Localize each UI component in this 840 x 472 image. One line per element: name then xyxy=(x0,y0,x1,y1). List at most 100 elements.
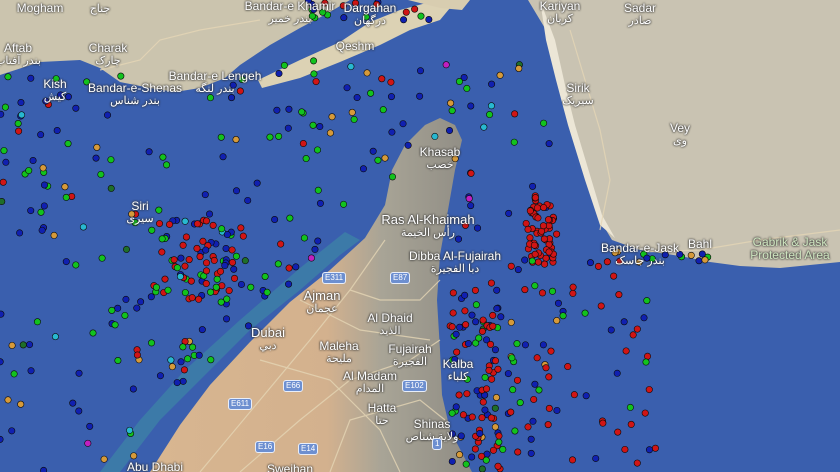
ship-marker-tanker[interactable] xyxy=(534,258,542,266)
ship-marker-passenger[interactable] xyxy=(285,105,293,113)
ship-marker-tanker[interactable] xyxy=(641,409,649,417)
ship-marker-fishing[interactable] xyxy=(635,258,643,266)
ship-marker-passenger[interactable] xyxy=(137,298,145,306)
ship-marker-passenger[interactable] xyxy=(493,305,501,313)
ship-marker-cargo[interactable] xyxy=(238,75,246,83)
ship-marker-tanker[interactable] xyxy=(645,386,653,394)
ship-marker-fishing[interactable] xyxy=(348,108,356,116)
ship-marker-passenger[interactable] xyxy=(57,91,65,99)
ship-marker-tanker[interactable] xyxy=(545,373,553,381)
ship-marker-fishing[interactable] xyxy=(128,210,136,218)
ship-marker-tanker[interactable] xyxy=(569,283,577,291)
ship-marker-unknown[interactable] xyxy=(478,465,486,472)
ship-marker-cargo[interactable] xyxy=(163,161,171,169)
ship-marker-tanker[interactable] xyxy=(547,347,555,355)
place-label-abudhabi[interactable]: Abu Dhabi xyxy=(127,461,183,472)
ship-marker-tanker[interactable] xyxy=(553,230,561,238)
ship-marker-cargo[interactable] xyxy=(155,206,163,214)
ship-marker-tanker[interactable] xyxy=(231,274,239,282)
ship-marker-passenger[interactable] xyxy=(156,372,164,380)
place-label-fujairah[interactable]: Fujairah الفجيرة xyxy=(388,343,431,368)
ship-marker-passenger[interactable] xyxy=(474,224,482,232)
ship-marker-cargo[interactable] xyxy=(510,138,518,146)
ship-marker-passenger[interactable] xyxy=(545,140,553,148)
ship-marker-fishing[interactable] xyxy=(39,164,47,172)
ship-marker-tanker[interactable] xyxy=(622,347,630,355)
ship-marker-tanker[interactable] xyxy=(133,351,141,359)
ship-marker-fishing[interactable] xyxy=(50,231,58,239)
ship-marker-cargo[interactable] xyxy=(114,357,122,365)
ship-marker-fishing[interactable] xyxy=(8,341,16,349)
ship-marker-tug[interactable] xyxy=(480,123,488,131)
ship-marker-tanker[interactable] xyxy=(210,256,218,264)
ship-marker-cargo[interactable] xyxy=(148,226,156,234)
ship-marker-cargo[interactable] xyxy=(83,78,91,86)
ship-marker-tanker[interactable] xyxy=(488,375,496,383)
ship-marker-tanker[interactable] xyxy=(195,295,203,303)
place-label-shenas[interactable]: Bandar-e-Shenas بندر شناس xyxy=(88,82,182,107)
ship-marker-cargo[interactable] xyxy=(64,140,72,148)
ship-marker-passenger[interactable] xyxy=(228,94,236,102)
ship-marker-cargo[interactable] xyxy=(217,133,225,141)
ship-marker-fishing[interactable] xyxy=(492,394,500,402)
ship-marker-passenger[interactable] xyxy=(399,120,407,128)
ship-marker-fishing[interactable] xyxy=(456,451,464,459)
ship-marker-passenger[interactable] xyxy=(40,202,48,210)
ship-marker-tanker[interactable] xyxy=(610,272,618,280)
ship-marker-passenger[interactable] xyxy=(467,202,475,210)
ship-marker-cargo[interactable] xyxy=(475,334,483,342)
ship-marker-tanker[interactable] xyxy=(594,262,602,270)
ship-marker-cargo[interactable] xyxy=(1,103,9,111)
ship-marker-tanker[interactable] xyxy=(542,364,550,372)
ship-marker-cargo[interactable] xyxy=(148,339,156,347)
ship-marker-fishing[interactable] xyxy=(168,363,176,371)
ship-marker-passenger[interactable] xyxy=(253,179,261,187)
ship-marker-fishing[interactable] xyxy=(507,318,515,326)
ship-marker-cargo[interactable] xyxy=(274,260,282,268)
ship-marker-tug[interactable] xyxy=(79,223,87,231)
ship-marker-cargo[interactable] xyxy=(300,234,308,242)
ship-marker-tanker[interactable] xyxy=(485,366,493,374)
ship-marker-passenger[interactable] xyxy=(316,199,324,207)
ship-marker-cargo[interactable] xyxy=(206,94,214,102)
ship-marker-cargo[interactable] xyxy=(108,306,116,314)
place-label-gabrik[interactable]: Gabrik & Jask Protected Area xyxy=(740,236,840,262)
ship-marker-tanker[interactable] xyxy=(494,365,502,373)
ship-marker-cargo[interactable] xyxy=(350,115,358,123)
ship-marker-cargo[interactable] xyxy=(207,356,215,364)
ship-marker-passenger[interactable] xyxy=(448,430,456,438)
ship-marker-cargo[interactable] xyxy=(481,373,489,381)
ship-marker-cargo[interactable] xyxy=(511,427,519,435)
ship-marker-passenger[interactable] xyxy=(27,207,35,215)
ship-marker-tanker[interactable] xyxy=(299,140,307,148)
ship-marker-tanker[interactable] xyxy=(448,323,456,331)
ship-marker-passenger[interactable] xyxy=(514,266,522,274)
ship-marker-tanker[interactable] xyxy=(603,258,611,266)
ship-marker-cargo[interactable] xyxy=(232,252,240,260)
ship-marker-tanker[interactable] xyxy=(522,219,530,227)
place-label-rak[interactable]: Ras Al-Khaimah رأس الخيمة xyxy=(381,213,474,239)
ship-marker-passenger[interactable] xyxy=(8,427,16,435)
ship-marker-cargo[interactable] xyxy=(107,156,115,164)
ship-marker-passenger[interactable] xyxy=(643,254,651,262)
ship-marker-cargo[interactable] xyxy=(298,108,306,116)
ship-marker-passenger[interactable] xyxy=(645,446,653,454)
ship-marker-cargo[interactable] xyxy=(516,399,524,407)
ship-marker-tanker[interactable] xyxy=(478,414,486,422)
ship-marker-passenger[interactable] xyxy=(26,341,34,349)
ship-marker-cargo[interactable] xyxy=(117,72,125,80)
ship-marker-cargo[interactable] xyxy=(314,186,322,194)
ship-marker-tanker[interactable] xyxy=(570,391,578,399)
ship-marker-passenger[interactable] xyxy=(457,432,465,440)
ship-marker-passenger[interactable] xyxy=(464,340,472,348)
ship-marker-passenger[interactable] xyxy=(504,370,512,378)
ship-marker-passenger[interactable] xyxy=(476,429,484,437)
ship-marker-passenger[interactable] xyxy=(233,187,241,195)
ship-marker-tanker[interactable] xyxy=(492,357,500,365)
place-label-hatta[interactable]: Hatta حتا xyxy=(368,402,397,427)
ship-marker-passenger[interactable] xyxy=(387,93,395,101)
ship-marker-passenger[interactable] xyxy=(695,257,703,265)
ship-marker-passenger[interactable] xyxy=(529,417,537,425)
ship-marker-tanker[interactable] xyxy=(166,220,174,228)
ship-marker-tanker[interactable] xyxy=(199,237,207,245)
